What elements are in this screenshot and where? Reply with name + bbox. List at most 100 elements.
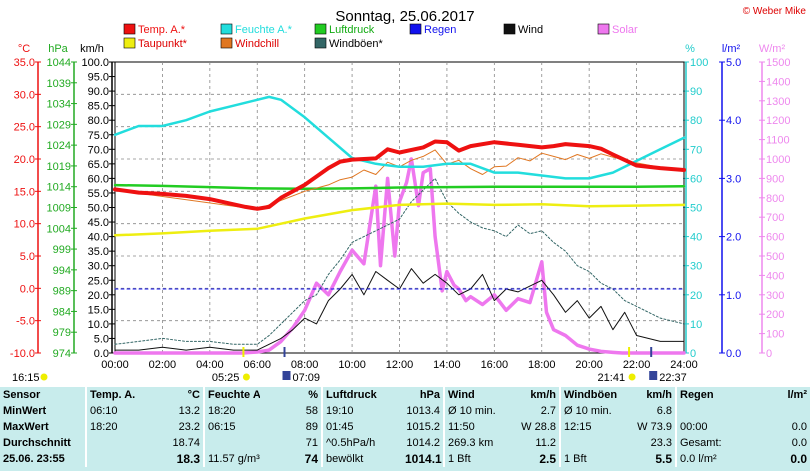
pressure-axis-tick-label: 984 xyxy=(53,306,71,318)
summary-cell: 1 Bft xyxy=(443,451,514,467)
summary-header-gust: Windböen xyxy=(559,387,630,403)
summary-cell: 1014.1 xyxy=(405,452,442,466)
temp-axis-tick-label: 0.0 xyxy=(20,283,35,295)
summary-cell: 1015.2 xyxy=(406,421,440,433)
solar-axis-tick-label: 1000 xyxy=(766,154,790,166)
summary-row-label: MaxWert xyxy=(3,421,49,433)
humidity-axis-tick-label: 20 xyxy=(690,290,702,302)
humidity-axis-tick-label: 100 xyxy=(690,57,708,69)
wind-axis-tick-label: 65.0 xyxy=(88,159,109,171)
pressure-axis-tick-label: 1039 xyxy=(47,78,71,90)
left-time-label: 16:15 xyxy=(12,372,40,384)
summary-row-min: MinWert 06:10 13.2 18:20 58 19:10 1013.4… xyxy=(0,403,810,419)
summary-cell: 1 Bft xyxy=(559,451,630,467)
solar-axis-tick-label: 0 xyxy=(766,348,772,360)
solar-axis-tick-label: 800 xyxy=(766,193,784,205)
pressure-axis-tick-label: 979 xyxy=(53,327,71,339)
rain-axis-tick-label: 1.0 xyxy=(726,290,741,302)
x-tick-label: 16:00 xyxy=(481,359,509,371)
summary-header-hum-unit: % xyxy=(308,389,318,401)
solar-unit-label: W/m² xyxy=(759,43,786,55)
pressure-axis-tick-label: 999 xyxy=(53,244,71,256)
solar-axis-tick-label: 600 xyxy=(766,232,784,244)
temp-axis-tick-label: 20.0 xyxy=(14,154,35,166)
summary-cell: 18:20 xyxy=(203,403,260,419)
summary-row-max: MaxWert 18:20 23.2 06:15 89 01:45 1015.2… xyxy=(0,419,810,435)
wind-axis-tick-label: 25.0 xyxy=(88,275,109,287)
legend-label: Luftdruck xyxy=(329,24,375,36)
rain-axis-tick-label: 5.0 xyxy=(726,57,741,69)
wind-axis-tick-label: 60.0 xyxy=(88,173,109,185)
x-tick-label: 24:00 xyxy=(670,359,698,371)
summary-header-hum: Feuchte A. xyxy=(203,387,260,403)
summary-cell: Ø 10 min. xyxy=(443,403,514,419)
x-tick-label: 02:00 xyxy=(149,359,177,371)
humidity-axis-tick-label: 0 xyxy=(690,348,696,360)
summary-cell: 11:50 xyxy=(443,419,514,435)
summary-cell xyxy=(746,403,810,419)
legend-swatch xyxy=(409,23,422,35)
summary-cell: 0.0 xyxy=(791,421,807,433)
summary-cell: 18.74 xyxy=(172,437,200,449)
series-line-taupunkt xyxy=(113,202,686,237)
summary-cell: bewölkt xyxy=(321,451,402,467)
pressure-axis-tick-label: 1044 xyxy=(47,57,71,69)
legend-swatch xyxy=(123,37,136,49)
wind-axis-tick-label: 95.0 xyxy=(88,72,109,84)
summary-cell: 269.3 km xyxy=(443,435,514,451)
summary-cell: 71 xyxy=(305,437,318,449)
solar-axis-tick-label: 1200 xyxy=(766,115,790,127)
pressure-axis-tick-label: 1019 xyxy=(47,161,71,173)
summary-cell: 6.8 xyxy=(656,405,672,417)
legend-swatch xyxy=(503,23,516,35)
solar-axis-tick-label: 1500 xyxy=(766,57,790,69)
humidity-unit-label: % xyxy=(685,43,695,55)
summary-row-label: 25.06. 23:55 xyxy=(3,453,65,465)
wind-axis-tick-label: 80.0 xyxy=(88,115,109,127)
summary-cell: 89 xyxy=(305,421,318,433)
summary-header-gust-unit: km/h xyxy=(646,389,672,401)
wind-axis-tick-label: 45.0 xyxy=(88,217,109,229)
summary-cell: ^0.5hPa/h xyxy=(321,435,402,451)
summary-header-row: Sensor Temp. A. °C Feuchte A. % Luftdruc… xyxy=(0,387,810,403)
chart-title: Sonntag, 25.06.2017 xyxy=(335,8,474,25)
wind-axis-tick-label: 85.0 xyxy=(88,101,109,113)
pressure-axis-tick-label: 1024 xyxy=(47,140,71,152)
summary-row-avg: Durchschnitt 18.74 71 ^0.5hPa/h 1014.2 2… xyxy=(0,435,810,451)
summary-cell: 18:20 xyxy=(85,419,144,435)
pressure-axis-tick-label: 994 xyxy=(53,265,71,277)
rain-axis-tick-label: 4.0 xyxy=(726,115,741,127)
temp-axis-tick-label: -10.0 xyxy=(10,348,35,360)
x-tick-label: 12:00 xyxy=(386,359,414,371)
summary-cell xyxy=(559,435,630,451)
humidity-axis-tick-label: 40 xyxy=(690,232,702,244)
moon-icon xyxy=(282,371,291,380)
rain-axis-tick-label: 2.0 xyxy=(726,232,741,244)
wind-axis-tick-label: 70.0 xyxy=(88,144,109,156)
summary-header-wind: Wind xyxy=(443,387,514,403)
solar-axis-tick-label: 300 xyxy=(766,290,784,302)
series-line-temp-a xyxy=(113,139,686,211)
sunrise-label: 05:25 xyxy=(212,372,240,384)
series-layer xyxy=(113,95,686,355)
wind-axis-tick-label: 0.0 xyxy=(94,348,109,360)
moonset-label: 07:09 xyxy=(293,372,321,384)
x-tick-label: 20:00 xyxy=(575,359,603,371)
legend-label: Taupunkt* xyxy=(138,38,188,50)
solar-axis-tick-label: 1400 xyxy=(766,76,790,88)
summary-row-label: Durchschnitt xyxy=(3,437,71,449)
solar-axis-tick-label: 1300 xyxy=(766,96,790,108)
markers: 16:15 05:25 07:09 21:41 22:37 xyxy=(12,347,687,384)
temp-axis-tick-label: -5.0 xyxy=(16,316,35,328)
pressure-axis-tick-label: 1029 xyxy=(47,119,71,131)
summary-cell: 13.2 xyxy=(178,405,200,417)
temp-axis-tick-label: 5.0 xyxy=(20,251,35,263)
rain-axis-tick-label: 3.0 xyxy=(726,173,741,185)
summary-cell: 0.0 xyxy=(790,452,807,466)
axes: 00:00 02:00 04:00 06:00 08:00 10:00 12:00 14:00… xyxy=(10,57,791,371)
rain-axis-tick-label: 0.0 xyxy=(726,348,741,360)
wind-axis-tick-label: 75.0 xyxy=(88,130,109,142)
x-tick-label: 22:00 xyxy=(623,359,651,371)
series-line-feuchte-a xyxy=(113,95,686,180)
legend-swatch xyxy=(597,23,610,35)
